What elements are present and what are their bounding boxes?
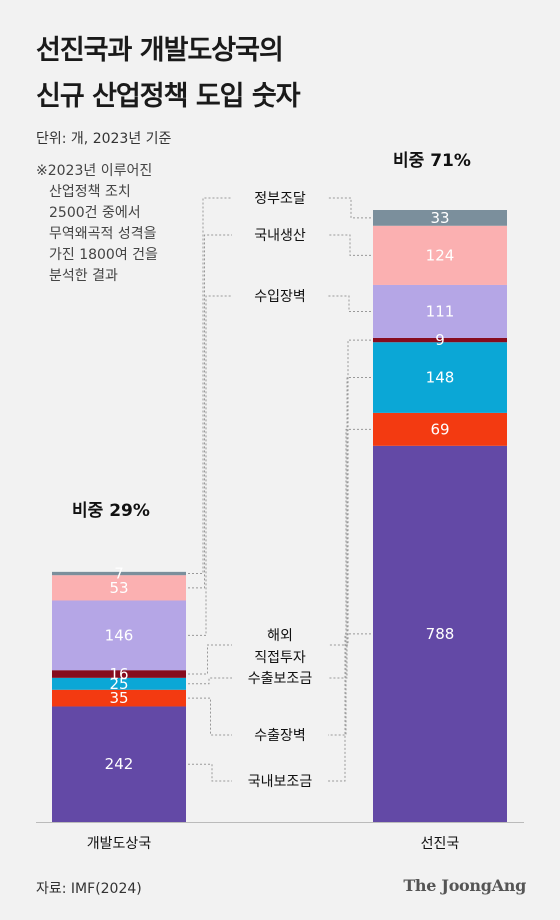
leader-line	[328, 339, 371, 646]
series-label: 수출장벽	[254, 728, 306, 744]
bar-segment-developing-1	[52, 689, 186, 707]
series-label: 정부조달	[254, 191, 306, 207]
data-label: 111	[426, 302, 455, 320]
footnote-line: 분석한 결과	[49, 268, 118, 284]
leader-line	[328, 633, 371, 782]
bar-segment-developing-2	[52, 677, 186, 690]
bar-segment-developing-0	[52, 706, 186, 822]
bar-segment-advanced-4	[373, 284, 507, 338]
leader-line	[188, 644, 232, 675]
data-label: 9	[435, 331, 445, 349]
bar-segment-advanced-0	[373, 445, 507, 822]
leader-line	[328, 197, 371, 219]
series-label: 국내생산	[254, 228, 306, 244]
bar-segment-advanced-1	[373, 412, 507, 446]
series-label: 해외	[267, 628, 293, 644]
data-label: 69	[430, 420, 449, 438]
series-label: 직접투자	[254, 650, 306, 666]
chart-title-line2: 신규 산업정책 도입 숫자	[36, 81, 301, 112]
unit-note: 단위: 개, 2023년 기준	[36, 131, 172, 147]
bar-segment-advanced-6	[373, 210, 507, 226]
category-label: 선진국	[421, 836, 460, 852]
leader-line	[328, 234, 371, 256]
footnote-line: 무역왜곡적 성격을	[49, 226, 157, 242]
data-label: 53	[109, 579, 128, 597]
bar-segment-advanced-2	[373, 342, 507, 413]
footnote-line: 산업정책 조치	[49, 184, 131, 200]
share-label-developing: 비중 29%	[72, 501, 150, 521]
data-label: 33	[430, 209, 449, 227]
bar-segment-developing-3	[52, 670, 186, 678]
bar-segment-developing-4	[52, 600, 186, 671]
data-label: 148	[426, 369, 455, 387]
data-label: 146	[105, 626, 134, 644]
data-label: 788	[426, 625, 455, 643]
leader-line	[188, 234, 232, 589]
series-label: 수출보조금	[248, 671, 313, 687]
leader-line	[188, 197, 232, 575]
leader-line	[328, 377, 371, 679]
series-label: 국내보조금	[248, 774, 313, 790]
bar-segment-advanced-5	[373, 225, 507, 285]
data-label: 25	[109, 675, 128, 693]
share-label-advanced: 비중 71%	[393, 151, 471, 171]
leader-line	[188, 677, 232, 685]
bar-segment-advanced-3	[373, 337, 507, 343]
data-label: 124	[426, 246, 455, 264]
footnote-line: ※2023년 이루어진	[36, 163, 153, 179]
footnote: ※2023년 이루어진 산업정책 조치 2500건 중에서 무역왜곡적 성격을 …	[36, 161, 158, 287]
brand-logo: The JoongAng	[403, 876, 526, 895]
footnote-line: 가진 1800여 건을	[49, 247, 158, 263]
leader-line	[188, 295, 232, 636]
leader-line	[188, 763, 232, 782]
data-label: 35	[109, 689, 128, 707]
bar-segment-developing-6	[52, 571, 186, 576]
data-label: 16	[109, 665, 128, 683]
series-label: 수입장벽	[254, 289, 306, 305]
leader-line	[328, 295, 371, 312]
category-label: 개발도상국	[87, 836, 152, 852]
leader-line	[328, 428, 371, 736]
chart-title-line1: 선진국과 개발도상국의	[36, 35, 284, 66]
footnote-line: 2500건 중에서	[49, 205, 141, 221]
leader-line	[188, 697, 232, 736]
data-label: 7	[114, 565, 124, 583]
bar-segment-developing-5	[52, 575, 186, 601]
source-note: 자료: IMF(2024)	[36, 881, 142, 897]
data-label: 242	[105, 755, 134, 773]
